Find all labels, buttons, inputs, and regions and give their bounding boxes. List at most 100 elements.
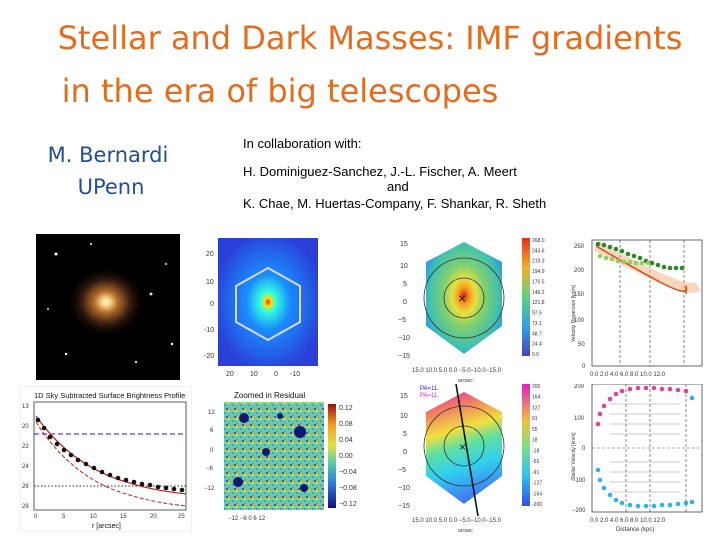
svg-text:Zoomed in Residual: Zoomed in Residual (234, 391, 305, 400)
colorbar-tick: 219.3 (532, 259, 545, 265)
svg-text:50: 50 (578, 342, 585, 348)
colorbar-tick: 194.9 (532, 269, 545, 275)
svg-text:5: 5 (62, 514, 66, 520)
svg-text:20: 20 (22, 424, 29, 430)
svg-text:15: 15 (400, 393, 408, 400)
colorbar-tick: 0.04 (339, 437, 353, 444)
svg-text:−100: −100 (572, 478, 586, 484)
colorbar-tick: 18 (532, 438, 538, 444)
svg-text:PA=11.: PA=11. (420, 393, 439, 399)
collab-line2: K. Chae, M. Huertas-Company, F. Shankar,… (243, 196, 547, 211)
svg-text:−10: −10 (398, 335, 410, 342)
svg-text:−5: −5 (398, 317, 406, 324)
colorbar-tick: 243.6 (532, 248, 545, 254)
svg-text:r [arcsec]: r [arcsec] (92, 523, 121, 530)
svg-text:15: 15 (120, 514, 127, 520)
colorbar-tick: 268.0 (532, 238, 545, 244)
svg-text:−15: −15 (398, 503, 410, 510)
slide-title-line1: Stellar and Dark Masses: IMF gradients (57, 19, 683, 57)
svg-text:−6: −6 (206, 466, 214, 472)
colorbar-tick: -127 (532, 481, 542, 487)
svg-text:arcsec: arcsec (458, 528, 473, 534)
svg-text:Stellar Velocity [km/s]: Stellar Velocity [km/s] (571, 432, 577, 480)
svg-text:−12 −6 0 6 12: −12 −6 0 6 12 (228, 516, 266, 522)
colorbar-tick: −0.04 (339, 469, 357, 476)
svg-text:12: 12 (208, 410, 215, 416)
residual-map: Zoomed in Residual 12 6 0 −6 −12 −12 −6 0 … (204, 391, 357, 522)
colorbar-tick: −0.08 (339, 485, 357, 492)
colorbar-tick: 24.4 (532, 342, 542, 348)
svg-text:0: 0 (210, 448, 214, 454)
colorbar-tick: 164 (532, 395, 541, 401)
colorbar-tick: 0.08 (339, 421, 353, 428)
colorbar-tick: 127 (532, 405, 541, 411)
model-image: 20 10 0 -10 -20 20 10 0 -10 (204, 238, 318, 378)
svg-text:10: 10 (206, 279, 214, 286)
svg-text:10: 10 (400, 263, 408, 270)
author-name: M. Bernardi (47, 143, 169, 167)
rotation-profile: 200 100 0 −100 −200 0.0 2.0 4.0 6.0 8.0 10… (571, 384, 703, 533)
svg-text:5: 5 (403, 431, 407, 438)
colorbar-tick: −0.12 (339, 501, 357, 508)
colorbar-tick: -55 (532, 459, 539, 465)
svg-text:28: 28 (22, 504, 29, 510)
collab-heading: In collaboration with: (243, 136, 362, 151)
svg-text:150: 150 (574, 292, 585, 298)
svg-text:6: 6 (210, 428, 214, 434)
surface-brightness-profile: 1D Sky Subtracted Surface Brightness Pro… (20, 386, 192, 532)
svg-text:0: 0 (34, 514, 38, 520)
svg-text:13: 13 (22, 404, 29, 410)
svg-text:×: × (459, 440, 466, 454)
colorbar-tick: 121.8 (532, 300, 545, 306)
svg-text:0.0 2.0 4.0 6.0 8.0 10.0 1: 0.0 2.0 4.0 6.0 8.0 10.0 12.0 (590, 372, 666, 378)
dispersion-profile: 250 200 150 100 50 0 0.0 2.0 4.0 6.0 8.0 10… (571, 239, 703, 378)
svg-text:−10: −10 (398, 485, 410, 492)
svg-text:Distance (kpc): Distance (kpc) (616, 527, 654, 533)
colorbar-tick: 48.7 (532, 331, 542, 337)
svg-text:250: 250 (574, 244, 585, 250)
svg-text:Velocity Dispersion [km/s]: Velocity Dispersion [km/s] (571, 284, 577, 342)
svg-text:0: 0 (210, 301, 214, 308)
svg-text:−15: −15 (398, 353, 410, 360)
svg-text:0.0 2.0 4.0 6.0 8.0 10.0 1: 0.0 2.0 4.0 6.0 8.0 10.0 12.0 (590, 518, 666, 524)
colorbar-tick: 73.1 (532, 321, 542, 327)
svg-text:arcsec: arcsec (458, 378, 473, 384)
colorbar-tick: 146.2 (532, 290, 545, 296)
svg-text:200: 200 (574, 384, 585, 390)
svg-text:22: 22 (22, 444, 29, 450)
svg-text:15.0 10.0 5.0 0.0 −5.0−10.0−15: 15.0 10.0 5.0 0.0 −5.0−10.0−15.0 (412, 368, 502, 374)
colorbar-tick: 91 (532, 416, 538, 422)
colorbar-tick: -91 (532, 470, 539, 476)
dispersion-map: × 15 10 5 0 −5 −10 −15 15.0 10.0 5.0 0.0 −5… (398, 238, 545, 384)
author-affiliation: UPenn (77, 175, 145, 199)
svg-text:0: 0 (582, 446, 586, 452)
colorbar-tick: -18 (532, 448, 539, 454)
colorbar-tick: 0.00 (339, 453, 353, 460)
colorbar-tick: 0.0 (532, 352, 539, 358)
svg-text:20: 20 (206, 251, 214, 258)
svg-text:−200: −200 (572, 508, 586, 514)
colorbar-tick: -200 (532, 502, 542, 508)
velocity-map: × PA=11. PA=11. 15 10 5 0 −5 −10 −15 15.0 1… (398, 384, 542, 534)
svg-text:-10: -10 (290, 371, 300, 378)
svg-text:1D Sky Subtracted Surface Brig: 1D Sky Subtracted Surface Brightness Pro… (34, 391, 185, 400)
colorbar-tick: -164 (532, 491, 542, 497)
svg-text:-20: -20 (204, 353, 214, 360)
svg-text:15.0 10.0 5.0 0.0 −5.0−10.0−15: 15.0 10.0 5.0 0.0 −5.0−10.0−15.0 (412, 518, 502, 524)
svg-text:24: 24 (22, 464, 29, 470)
svg-text:100: 100 (574, 416, 585, 422)
collab-and: and (387, 179, 409, 194)
slide-title-line2: in the era of big telescopes (61, 72, 499, 110)
svg-text:×: × (458, 290, 466, 306)
colorbar-tick: 0.12 (339, 405, 353, 412)
svg-text:25: 25 (178, 514, 185, 520)
svg-text:0: 0 (403, 299, 407, 306)
colorbar-tick: 97.5 (532, 311, 542, 317)
galaxy-image (36, 234, 180, 380)
svg-text:0: 0 (582, 364, 586, 370)
svg-text:0: 0 (274, 371, 278, 378)
svg-text:26: 26 (22, 484, 29, 490)
svg-text:5: 5 (403, 281, 407, 288)
svg-text:0: 0 (403, 449, 407, 456)
colorbar-tick: 55 (532, 427, 538, 433)
